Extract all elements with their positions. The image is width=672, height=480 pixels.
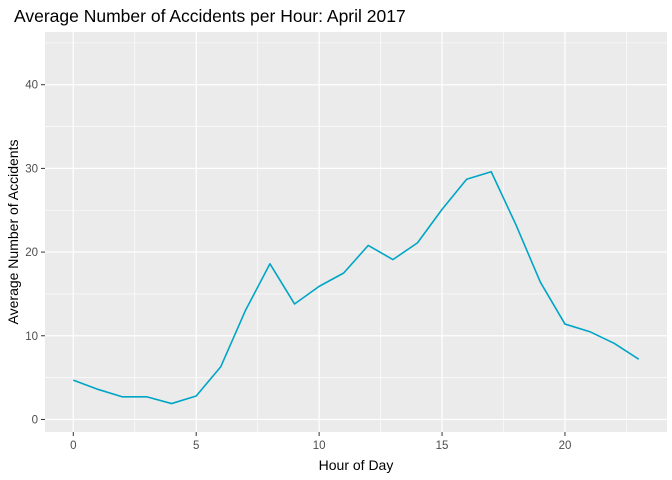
x-tick-label: 0 [70, 440, 76, 452]
y-axis-title: Average Number of Accidents [5, 140, 21, 325]
y-tick-label: 40 [25, 80, 38, 92]
x-tick-label: 20 [559, 440, 572, 452]
x-tick-label: 15 [436, 440, 449, 452]
y-axis: 0 10 20 30 40 [25, 80, 45, 426]
y-tick-label: 20 [25, 247, 38, 259]
y-tick-label: 0 [32, 414, 38, 426]
x-tick-label: 10 [313, 440, 326, 452]
y-tick-label: 10 [25, 331, 38, 343]
chart-title: Average Number of Accidents per Hour: Ap… [14, 6, 406, 26]
minor-gridlines [45, 32, 667, 432]
plot-panel [45, 32, 667, 432]
y-tick-label: 30 [25, 163, 38, 175]
x-axis-title: Hour of Day [319, 457, 394, 473]
series-line [72, 170, 640, 405]
major-gridlines [45, 32, 667, 432]
x-axis: 0 5 10 15 20 [70, 432, 571, 452]
x-tick-label: 5 [193, 440, 199, 452]
